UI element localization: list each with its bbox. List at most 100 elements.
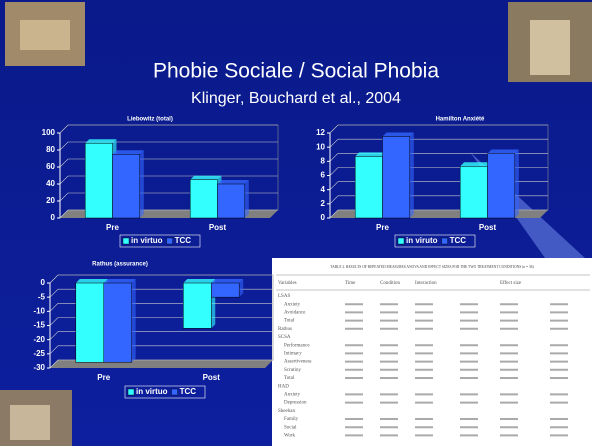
y-tick-label: 0 (41, 278, 46, 287)
photo-detail (20, 20, 70, 50)
bar-side (239, 279, 244, 298)
chart-title: Hamilton Anxiété (436, 117, 485, 123)
y-tick-label: 40 (46, 179, 55, 188)
bar-side (409, 132, 414, 218)
x-tick-label: Post (203, 373, 221, 382)
y-tick-label: 8 (321, 156, 326, 165)
x-tick-label: Pre (106, 223, 119, 232)
bar-top (190, 175, 222, 180)
table-row-label: Rathus (278, 327, 292, 332)
y-tick-label: -5 (38, 292, 46, 301)
photo-detail (530, 20, 570, 75)
y-tick-label: 12 (316, 128, 325, 137)
table-row-label: Intimacy (284, 352, 302, 357)
bar-top (75, 279, 108, 283)
table-header: Interaction (415, 281, 437, 286)
bar-top (382, 132, 414, 137)
y-tick-label: 10 (316, 142, 325, 151)
bar-top (112, 150, 144, 155)
bar (217, 183, 246, 219)
x-tick-label: Pre (376, 223, 389, 232)
table-row-label: Total (284, 319, 295, 324)
bar (382, 136, 411, 219)
table-row-label: HAD (278, 384, 289, 389)
table-header: Condition (380, 281, 401, 286)
table-row-label: Assertiveness (284, 360, 312, 365)
legend-box (124, 385, 206, 399)
legend-label: TCC (175, 236, 192, 245)
table-row-label: LSAS (278, 294, 290, 299)
bar-side (514, 149, 519, 218)
legend-box (119, 234, 201, 248)
bar-side (139, 150, 144, 218)
grid-line (329, 138, 548, 148)
bar (75, 282, 105, 363)
y-tick-label: 100 (42, 128, 56, 137)
bar-top (460, 162, 492, 167)
table-row-label: Total (284, 376, 295, 381)
legend-label: TCC (450, 236, 467, 245)
legend-label: in viruto (406, 236, 438, 245)
chart-title: Rathus (assurance) (92, 262, 148, 268)
y-tick-label: 6 (321, 171, 326, 180)
legend-swatch (122, 237, 130, 245)
y-tick-label: 0 (51, 213, 56, 222)
table-row-label: Performance (284, 343, 310, 348)
bar-top (217, 180, 249, 184)
table-row-label: Anxiety (284, 393, 301, 398)
bar (189, 179, 218, 219)
grid-line (49, 359, 273, 369)
table-row-label: Scrutiny (284, 368, 301, 373)
bar (211, 282, 240, 298)
y-tick-label: 80 (46, 145, 55, 154)
bar-top (487, 149, 519, 154)
photo-detail (10, 405, 50, 440)
x-tick-label: Post (209, 223, 227, 232)
bar-top (103, 279, 136, 283)
y-tick-label: -15 (33, 321, 45, 330)
bar-top (355, 152, 387, 157)
legend-swatch (397, 237, 405, 245)
table-row-label: Anxiety (284, 302, 301, 307)
table-row-label: Depression (284, 401, 307, 406)
slide-title: Phobie Sociale / Social Phobia (153, 60, 439, 83)
y-tick-label: 60 (46, 162, 55, 171)
y-tick-label: 2 (321, 199, 326, 208)
bar (112, 154, 141, 219)
slide-subtitle: Klinger, Bouchard et al., 2004 (191, 90, 401, 107)
bar-side (244, 180, 249, 218)
bar (459, 166, 488, 219)
bar (84, 142, 113, 219)
table-row-label: Avoidance (284, 311, 306, 316)
legend-swatch (441, 237, 448, 245)
bar (103, 282, 132, 363)
bar-top (85, 139, 117, 144)
bar (354, 156, 383, 219)
legend-label: in virtuo (131, 236, 163, 245)
grid-line (59, 158, 278, 168)
legend-swatch (166, 237, 173, 245)
table-bg (272, 258, 592, 446)
table-row-label: Work (284, 434, 295, 439)
y-tick-label: -20 (33, 335, 45, 344)
bar (183, 282, 212, 329)
x-tick-label: Pre (97, 373, 110, 382)
table-header: Effect size (500, 281, 522, 286)
grid-line (329, 124, 548, 134)
y-tick-label: -25 (33, 349, 45, 358)
table-caption: TABLE 2. RESULTS OF REPEATED MEASURES AN… (330, 265, 534, 269)
y-tick-label: -30 (33, 363, 45, 372)
grid-line (59, 124, 278, 134)
table-header: Variables (278, 281, 297, 286)
bar-top (211, 279, 244, 283)
y-tick-label: 4 (321, 185, 326, 194)
bar-side (131, 279, 136, 363)
legend-swatch (171, 388, 178, 396)
legend-label: in virtuo (136, 387, 168, 396)
legend-label: TCC (180, 387, 197, 396)
bar-top (183, 279, 216, 283)
table-row-label: Sheehan (278, 409, 295, 414)
legend-swatch (127, 388, 135, 396)
table-row-label: Family (284, 417, 299, 422)
y-tick-label: 0 (321, 213, 326, 222)
